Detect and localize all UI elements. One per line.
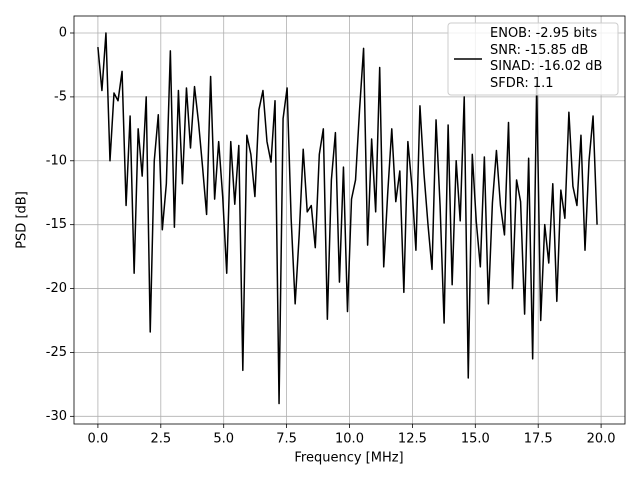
- x-tick-label: 0.0: [88, 432, 109, 447]
- y-tick-label: -15: [46, 217, 67, 232]
- legend-label-box: ENOB: -2.95 bits SNR: -15.85 dB SINAD: -…: [490, 26, 603, 91]
- legend: ENOB: -2.95 bits SNR: -15.85 dB SINAD: -…: [447, 22, 619, 96]
- y-axis-label: PSD [dB]: [15, 191, 30, 249]
- y-tick-label: -25: [46, 345, 67, 360]
- x-tick-label: 20.0: [587, 432, 616, 447]
- x-tick-label: 17.5: [524, 432, 553, 447]
- y-tick-label: -10: [46, 153, 67, 168]
- legend-label: ENOB: -2.95 bits SNR: -15.85 dB SINAD: -…: [490, 26, 603, 91]
- x-tick-label: 7.5: [276, 432, 297, 447]
- x-tick-label: 12.5: [398, 432, 427, 447]
- data-line: [97, 32, 598, 405]
- legend-box: [447, 22, 619, 96]
- y-tick-label: 0: [59, 25, 67, 40]
- y-tick-label: -5: [54, 89, 67, 104]
- x-tick-label: 2.5: [150, 432, 171, 447]
- y-tick-label: -20: [46, 281, 67, 296]
- axes-frame: [73, 15, 626, 425]
- x-tick-label: 10.0: [335, 432, 364, 447]
- x-tick-label: 5.0: [213, 432, 234, 447]
- y-tick-label: -30: [46, 409, 67, 424]
- x-axis-label: Frequency [MHz]: [294, 451, 403, 466]
- x-tick-label: 15.0: [461, 432, 490, 447]
